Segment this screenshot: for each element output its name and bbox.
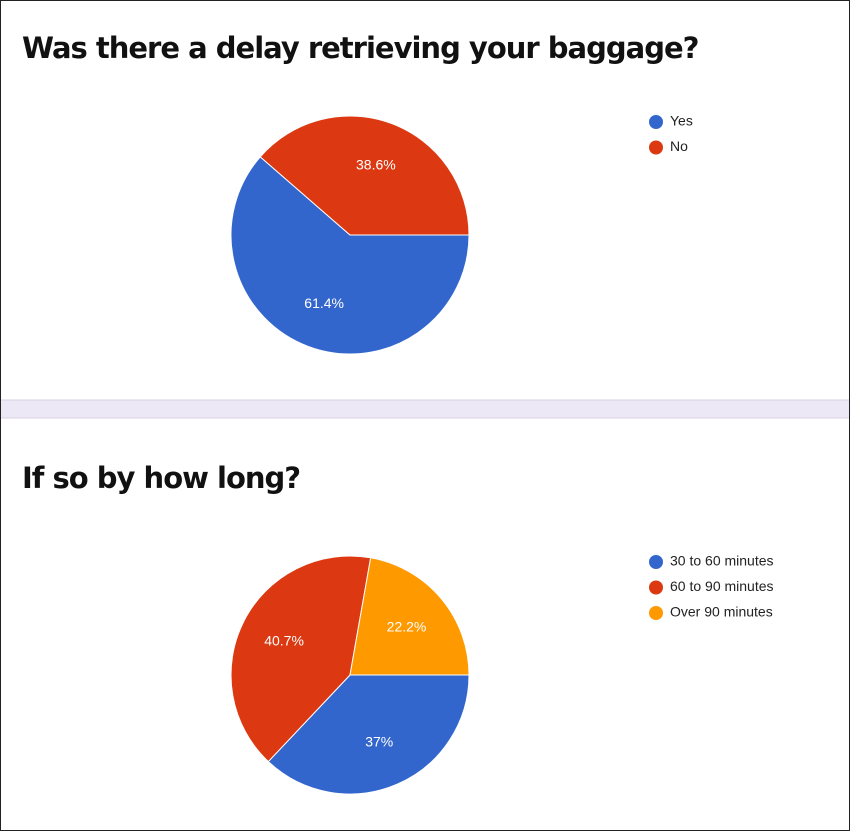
- pie-slice: [267, 674, 470, 795]
- legend-swatch: [649, 555, 663, 569]
- legend-swatch: [649, 115, 663, 129]
- slice-label: 61.4%: [304, 295, 344, 311]
- slice-label: 37%: [365, 733, 393, 749]
- legend-label: 30 to 60 minutes: [670, 553, 774, 569]
- slice-label: 38.6%: [356, 157, 396, 173]
- legend-label: 60 to 90 minutes: [670, 578, 774, 594]
- slice-label: 22.2%: [387, 618, 427, 634]
- legend-label: No: [670, 138, 688, 154]
- legend-swatch: [649, 140, 663, 155]
- chart-title: If so by how long?: [22, 461, 300, 495]
- chart-title: Was there a delay retrieving your baggag…: [22, 31, 698, 65]
- divider: [1, 400, 849, 418]
- pie-slice: [259, 115, 470, 236]
- pie-slice: [230, 555, 372, 763]
- pie-slice: [230, 156, 470, 355]
- legend-label: Yes: [670, 113, 693, 129]
- pie-slice: [349, 557, 470, 676]
- slice-label: 40.7%: [264, 633, 304, 649]
- legend-label: Over 90 minutes: [670, 604, 773, 620]
- legend-swatch: [649, 580, 663, 595]
- legend-swatch: [649, 606, 663, 620]
